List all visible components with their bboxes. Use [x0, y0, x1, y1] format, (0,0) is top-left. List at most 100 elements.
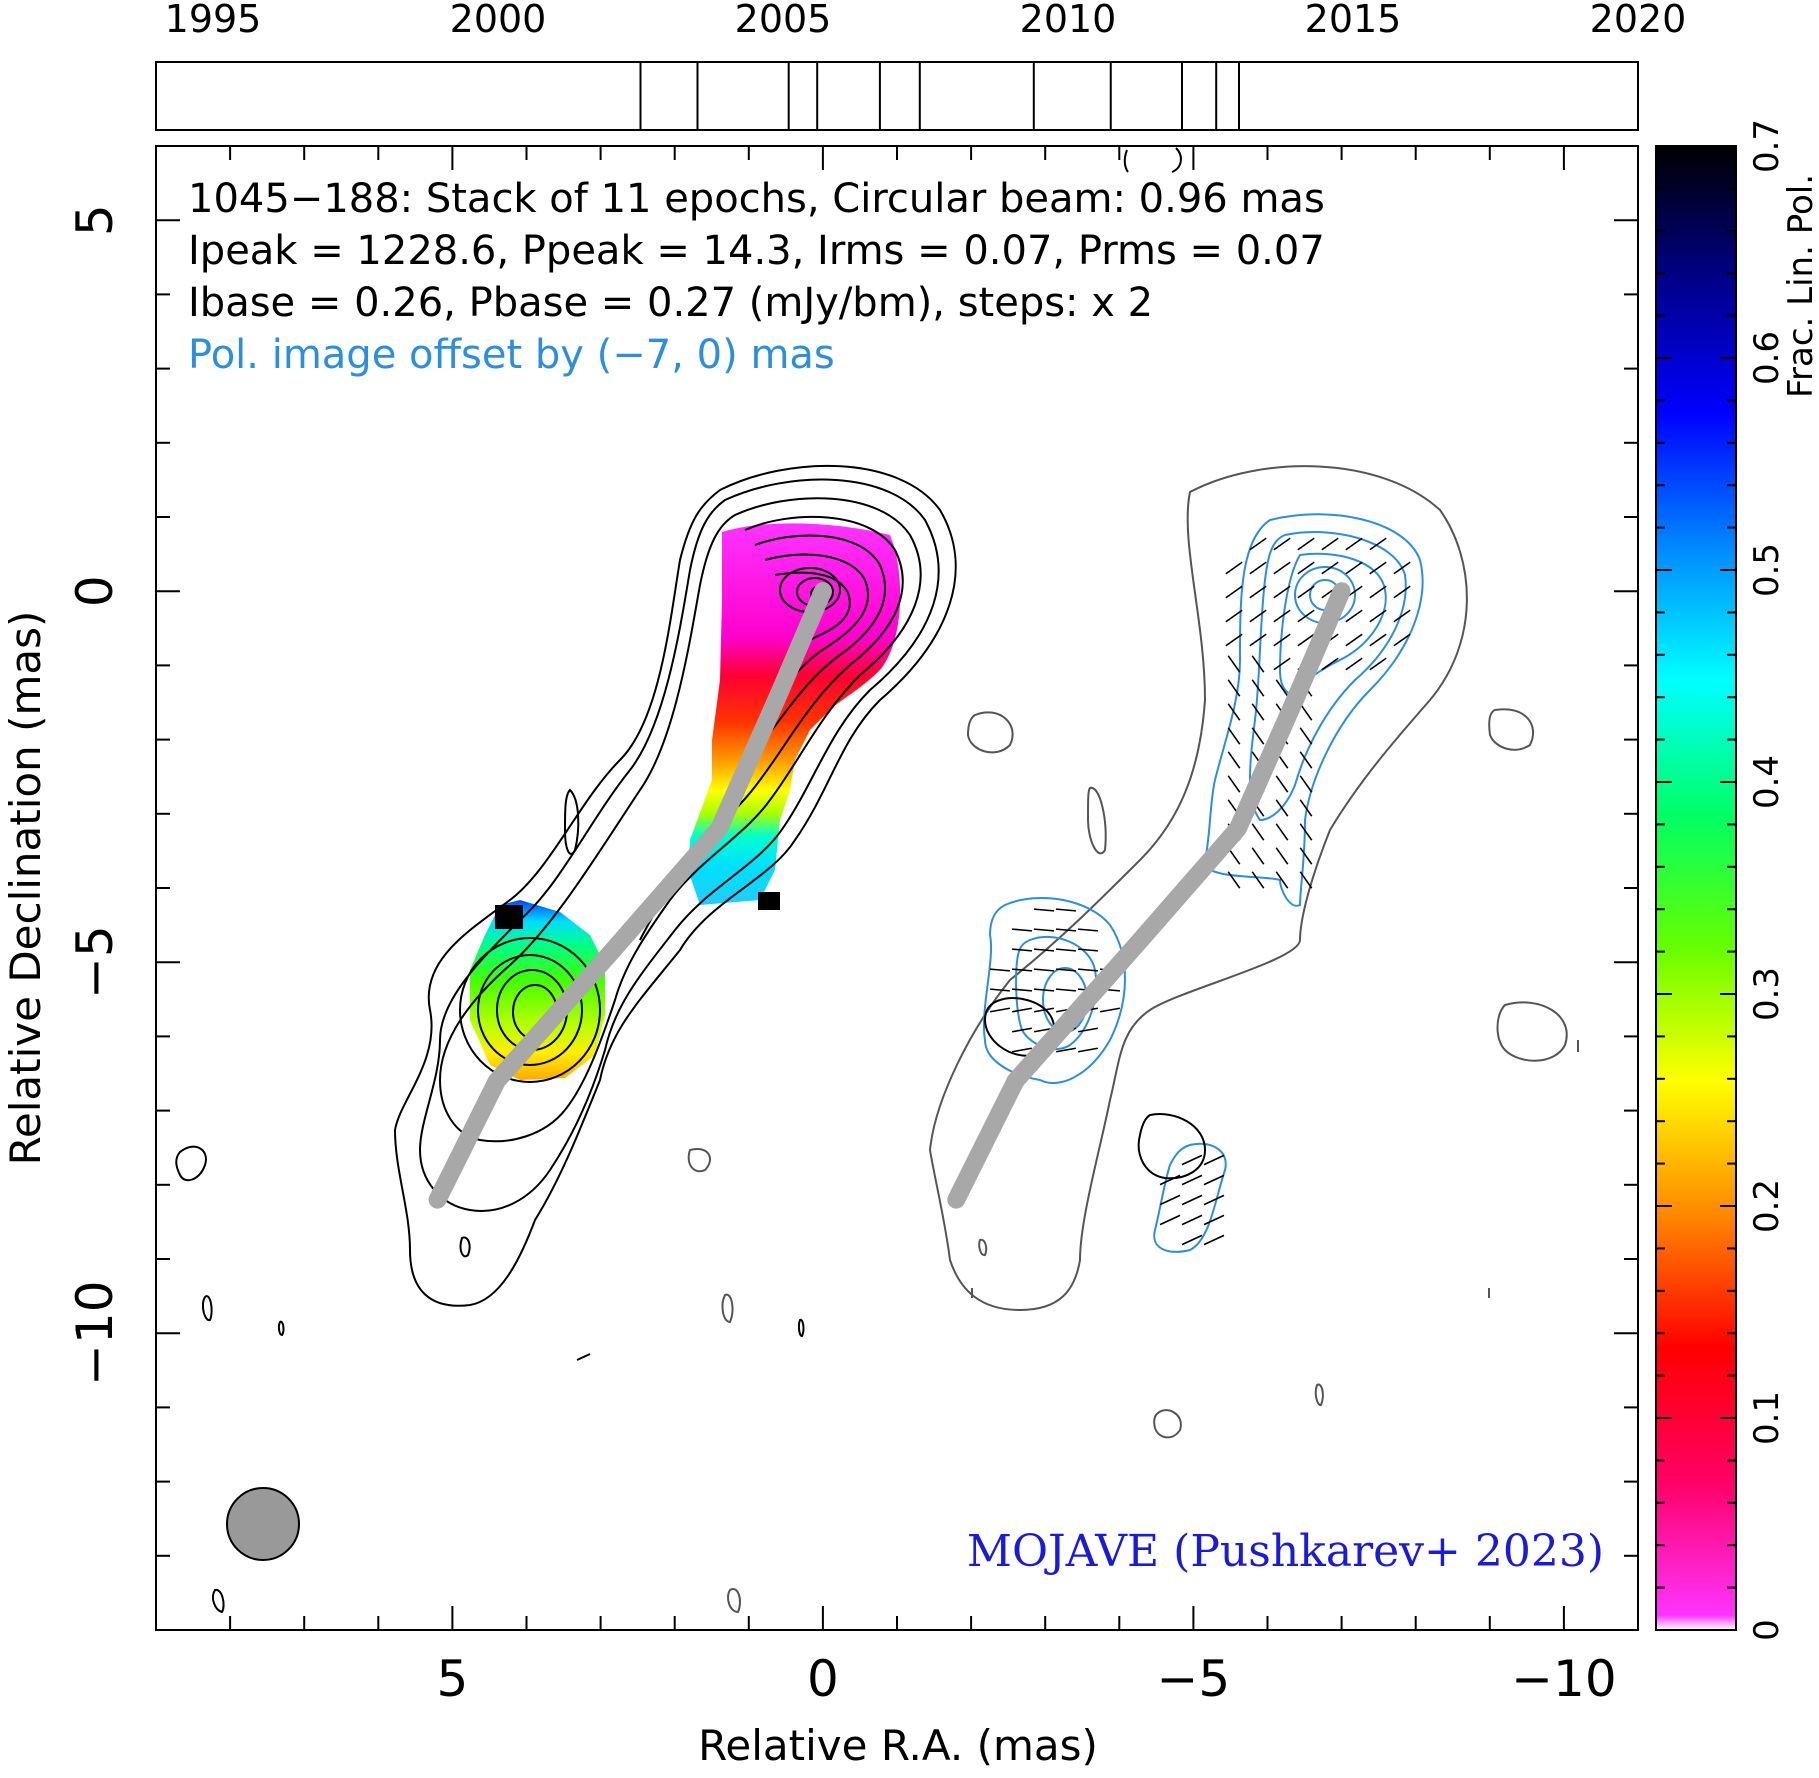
colorbar-tick-label: 0.3	[1747, 967, 1787, 1021]
evpa-stick	[1297, 609, 1315, 623]
evpa-stick	[1011, 928, 1033, 932]
evpa-stick	[1181, 1214, 1203, 1226]
x-ticks: 5 0 −5 −10	[155, 146, 1639, 1708]
evpa-stick	[1297, 633, 1315, 647]
evpa-stick	[1249, 585, 1267, 599]
evpa-stick	[1159, 1214, 1181, 1226]
evpa-stick	[1273, 657, 1291, 671]
colorbar: 0 0.1 0.2 0.3 0.4 0.5 0.6 0.7 Frac. Lin. Pol.	[1655, 119, 1819, 1641]
evpa-stick	[1251, 727, 1265, 745]
evpa-stick	[1100, 1007, 1120, 1013]
evpa-stick	[1251, 871, 1265, 889]
evpa-stick	[1321, 537, 1339, 551]
evpa-stick	[1225, 561, 1243, 575]
evpa-stick	[1249, 633, 1267, 647]
evpa-stick	[1227, 751, 1241, 769]
evpa-stick	[1055, 928, 1077, 932]
evpa-stick	[1273, 633, 1291, 647]
colorbar-tick-label: 0.5	[1747, 543, 1787, 597]
evpa-stick	[1012, 1027, 1032, 1033]
evpa-stick	[1056, 1047, 1076, 1053]
evpa-stick	[1393, 609, 1411, 623]
evpa-stick	[1203, 1214, 1225, 1226]
evpa-stick	[1275, 823, 1289, 841]
evpa-stick	[1297, 585, 1315, 599]
evpa-stick	[1273, 609, 1291, 623]
evpa-stick	[1275, 679, 1289, 697]
colorbar-tick-label: 0.2	[1747, 1179, 1787, 1233]
evpa-stick	[1251, 703, 1265, 721]
evpa-stick	[1033, 908, 1055, 912]
evpa-stick	[1299, 775, 1313, 793]
timeline-tick-2: 2005	[735, 0, 832, 41]
x-tick-label: −10	[1511, 1650, 1617, 1708]
evpa-stick	[1393, 633, 1411, 647]
evpa-stick	[1275, 775, 1289, 793]
y-ticks: 5 0 −5 −10	[66, 145, 1638, 1631]
evpa-stick	[1012, 1007, 1032, 1013]
evpa-stick	[1275, 871, 1289, 889]
evpa-stick	[1078, 1027, 1098, 1033]
right-image	[928, 465, 1579, 1439]
y-tick-label: −5	[66, 925, 124, 999]
colorbar-tick-label: 0.1	[1747, 1391, 1787, 1445]
evpa-stick	[1369, 537, 1387, 551]
y-axis-label: Relative Declination (mas)	[1, 611, 50, 1166]
evpa-stick	[1055, 968, 1077, 972]
timeline-tick-3: 2010	[1020, 0, 1117, 41]
chart-title: 1045−188: Stack of 11 epochs, Circular b…	[188, 176, 1325, 222]
evpa-sticks	[989, 537, 1411, 1246]
evpa-stick	[1273, 537, 1291, 551]
evpa-stick	[1077, 948, 1099, 952]
evpa-stick	[1077, 928, 1099, 932]
evpa-stick	[1181, 1154, 1203, 1166]
ridge-line-right	[947, 582, 1351, 1209]
evpa-stick	[1369, 633, 1387, 647]
timeline-tick-0: 1995	[165, 0, 262, 41]
credit-text: MOJAVE (Pushkarev+ 2023)	[967, 1526, 1604, 1577]
evpa-stick	[1345, 537, 1363, 551]
stokes-i-outline-right	[928, 465, 1579, 1439]
timeline-epochs	[639, 62, 1240, 130]
evpa-stick	[1249, 561, 1267, 575]
ridge-line-left	[428, 582, 832, 1209]
y-tick-label: −10	[66, 1280, 124, 1386]
evpa-stick	[1159, 1174, 1181, 1186]
colorbar-tick-label: 0.6	[1747, 331, 1787, 385]
evpa-stick	[1225, 633, 1243, 647]
evpa-stick	[1078, 1047, 1098, 1053]
evpa-stick	[1369, 609, 1387, 623]
info-line-4: Pol. image offset by (−7, 0) mas	[188, 332, 835, 378]
evpa-stick	[1011, 988, 1033, 992]
evpa-stick	[1033, 988, 1055, 992]
evpa-stick	[1321, 657, 1339, 671]
evpa-stick	[989, 988, 1011, 992]
evpa-stick	[1055, 908, 1077, 912]
plot-area: 5 0 −5 −10 5 0 −5 −10 1045−188: Stack of 11 ep…	[1, 145, 1639, 1770]
evpa-stick	[1012, 1047, 1032, 1053]
evpa-stick	[1227, 775, 1241, 793]
info-line-3: Ibase = 0.26, Pbase = 0.27 (mJy/bm), ste…	[188, 280, 1153, 326]
x-tick-label: 0	[807, 1650, 839, 1708]
evpa-stick	[1297, 537, 1315, 551]
evpa-stick	[1369, 657, 1387, 671]
evpa-stick	[1299, 727, 1313, 745]
evpa-stick	[1321, 561, 1339, 575]
evpa-stick	[1034, 1007, 1054, 1013]
evpa-stick	[1181, 1174, 1203, 1186]
timeline-labels: 1995 2000 2005 2010 2015 2020	[165, 0, 1687, 41]
evpa-stick	[1249, 609, 1267, 623]
colorbar-label: Frac. Lin. Pol.	[1781, 174, 1819, 398]
evpa-stick	[1227, 871, 1241, 889]
evpa-stick	[1227, 655, 1241, 673]
evpa-stick	[990, 1007, 1010, 1013]
timeline-tick-1: 2000	[450, 0, 547, 41]
stokes-i-contours-left	[175, 464, 957, 1614]
colorbar-tick-label: 0.7	[1747, 119, 1787, 173]
ridge-lines	[428, 582, 1351, 1209]
evpa-stick	[1273, 561, 1291, 575]
timeline-tick-4: 2015	[1305, 0, 1402, 41]
evpa-stick	[1299, 703, 1313, 721]
evpa-stick	[1275, 847, 1289, 865]
